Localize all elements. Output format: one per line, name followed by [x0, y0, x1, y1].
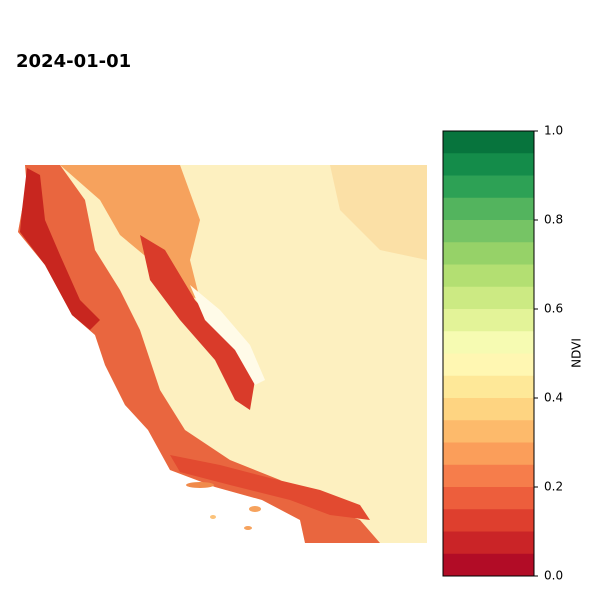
- colorbar-band: [443, 353, 534, 377]
- colorbar-tick-label: 0.2: [544, 480, 563, 494]
- island: [186, 482, 214, 488]
- colorbar-tick-label: 0.6: [544, 302, 563, 316]
- colorbar-band: [443, 286, 534, 310]
- colorbar-band: [443, 553, 534, 577]
- colorbar-band: [443, 309, 534, 332]
- colorbar-band: [443, 242, 534, 265]
- colorbar-band: [443, 197, 534, 221]
- colorbar-band: [443, 420, 534, 443]
- colorbar-band: [443, 442, 534, 466]
- island: [210, 515, 216, 519]
- colorbar-frame: [442, 130, 535, 577]
- colorbar-band: [443, 464, 534, 488]
- colorbar-band: [443, 220, 534, 243]
- colorbar-tick-label: 0.0: [544, 569, 563, 583]
- north-vegetation: [330, 165, 427, 260]
- colorbar-band: [443, 509, 534, 532]
- south-band: [170, 455, 370, 520]
- colorbar-band: [443, 331, 534, 354]
- sierra-snow: [190, 285, 265, 385]
- map-title: 2024-01-01: [16, 51, 131, 72]
- colorbar-band: [443, 153, 534, 176]
- colorbar-band: [443, 531, 534, 555]
- ndvi-map: [18, 165, 427, 543]
- sierra: [140, 235, 255, 410]
- island: [249, 506, 261, 512]
- colorbar-tick-label: 0.8: [544, 213, 563, 227]
- colorbar: 0.0 0.2 0.4 0.6 0.8 1.0: [442, 124, 563, 583]
- colorbar-band: [443, 175, 534, 199]
- colorbar-band: [443, 398, 534, 421]
- colorbar-label: NDVI: [570, 338, 584, 368]
- colorbar-band: [443, 264, 534, 288]
- coast-red: [20, 168, 100, 330]
- colorbar-tick-label: 1.0: [544, 124, 563, 138]
- colorbar-tick-label: 0.4: [544, 391, 563, 405]
- island: [244, 526, 252, 530]
- colorbar-band: [443, 131, 534, 154]
- colorbar-band: [443, 487, 534, 510]
- colorbar-band: [443, 375, 534, 399]
